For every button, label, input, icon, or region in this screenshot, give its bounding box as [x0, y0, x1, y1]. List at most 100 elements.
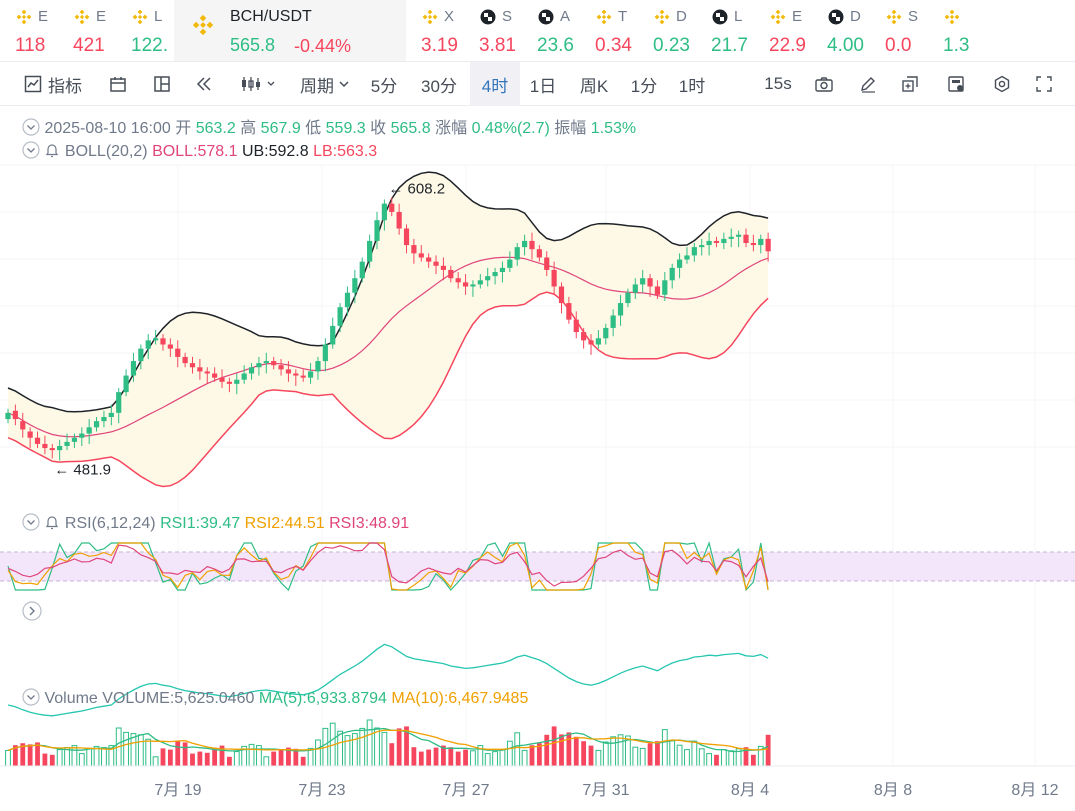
collapse-icon[interactable] — [22, 688, 40, 706]
ticker-item[interactable]: L 21.7 — [696, 0, 754, 61]
volume-bar — [167, 749, 173, 766]
ticker-item[interactable]: D 0.23 — [638, 0, 696, 61]
volume-bar — [42, 753, 48, 766]
ticker-symbol: E — [38, 8, 49, 25]
candle — [20, 421, 26, 430]
settings-button[interactable] — [988, 62, 1016, 106]
min-price-annotation: ← 481.9 — [54, 462, 111, 479]
interval-1m[interactable]: 1分 — [623, 62, 665, 106]
candle — [647, 278, 653, 287]
ticker-symbol: D — [850, 8, 861, 25]
ticker-symbol: L — [154, 8, 163, 25]
binance-logo-icon — [596, 9, 612, 25]
candle — [182, 356, 188, 364]
chevron-right-icon[interactable] — [22, 601, 42, 621]
pair-symbol: BCH/USDT — [230, 8, 312, 25]
calculator-button[interactable] — [942, 62, 970, 106]
rsi3-value: RSI3:48.91 — [329, 515, 410, 532]
boll-legend: BOLL(20,2) BOLL:578.1 UB:592.8 LB:563.3 — [22, 141, 377, 161]
volume-bar — [529, 745, 535, 766]
candle — [684, 255, 690, 260]
ticker-price: 22.9 — [769, 35, 806, 56]
ticker-item[interactable]: L 122. — [116, 0, 174, 61]
interval-label: 1时 — [678, 76, 706, 96]
collapse-icon[interactable] — [22, 141, 40, 159]
ticker-item[interactable]: D 4.00 — [812, 0, 870, 61]
bell-icon[interactable] — [44, 514, 60, 530]
volume-bar — [404, 726, 409, 766]
candle — [581, 332, 587, 341]
ticker-item[interactable]: S 3.81 — [464, 0, 522, 61]
bell-icon[interactable] — [44, 142, 60, 158]
collapse-icon[interactable] — [22, 513, 40, 531]
interval-1d[interactable]: 1日 — [522, 62, 564, 106]
refresh-rate-button[interactable]: 15s — [756, 62, 800, 106]
interval-week[interactable]: 周K — [570, 62, 618, 106]
volume-bar — [20, 743, 26, 766]
interval-4h[interactable]: 4时 — [470, 62, 520, 106]
add-window-button[interactable] — [896, 62, 924, 106]
low-label: 低 — [305, 120, 322, 137]
candle — [248, 367, 255, 374]
layout-button[interactable] — [148, 62, 176, 106]
volume-value: VOLUME:5,625.0460 — [102, 690, 255, 707]
screenshot-button[interactable] — [810, 62, 838, 106]
chart-area[interactable]: ← 608.2 ← 481.9 7月 19 7月 23 7月 27 7月 31 8月 4 8月… — [0, 106, 1075, 811]
candle — [330, 325, 336, 345]
interval-5m[interactable]: 5分 — [364, 62, 404, 106]
candle — [470, 284, 476, 287]
candle — [123, 375, 129, 393]
ticker-item[interactable]: X 3.19 — [406, 0, 464, 61]
ticker-item[interactable]: E 421 — [58, 0, 116, 61]
interval-label: 1日 — [529, 76, 557, 96]
chevron-down-icon — [339, 81, 349, 88]
fullscreen-button[interactable] — [1030, 62, 1058, 106]
ticker-item[interactable]: 1.3 — [928, 0, 986, 61]
boll-mid: BOLL:578.1 — [152, 143, 238, 160]
indicators-button[interactable]: 指标 — [14, 62, 92, 106]
ticker-item[interactable]: E 118 — [0, 0, 58, 61]
ticker-item[interactable]: A 23.6 — [522, 0, 580, 61]
boll-lower-line — [7, 291, 769, 488]
ticker-symbol: L — [734, 8, 743, 25]
chart-canvas[interactable]: ← 608.2 ← 481.9 7月 19 7月 23 7月 27 7月 31 8月 4 8月… — [0, 106, 1075, 811]
draw-button[interactable] — [854, 62, 882, 106]
collapse-icon[interactable] — [22, 118, 40, 136]
candle — [418, 253, 424, 258]
rewind-button[interactable] — [190, 62, 218, 106]
ticker-item[interactable]: T 0.34 — [580, 0, 638, 61]
candle — [728, 236, 734, 239]
candle — [285, 369, 292, 374]
volume-ma10-line — [7, 729, 769, 752]
ticker-item[interactable]: E 22.9 — [754, 0, 812, 61]
volume-bar — [595, 749, 602, 767]
volume-bar — [12, 745, 18, 766]
volume-bar — [426, 749, 432, 766]
rsi-name: RSI(6,12,24) — [64, 515, 156, 532]
candle — [499, 267, 506, 272]
volume-bar — [197, 751, 203, 766]
chart-type-button[interactable] — [234, 62, 282, 106]
binance-logo-icon — [422, 9, 438, 25]
volume-bar — [566, 732, 572, 766]
binance-logo-icon — [74, 9, 90, 25]
close-label: 收 — [370, 120, 387, 137]
volume-bar — [691, 740, 698, 767]
ticker-item[interactable]: S 0.0 — [870, 0, 928, 61]
volume-bar — [35, 742, 40, 766]
volume-bar — [137, 734, 144, 767]
volume-legend: Volume VOLUME:5,625.0460 MA(5):6,933.879… — [22, 688, 528, 708]
volume-name: Volume — [44, 690, 98, 707]
candle — [27, 431, 33, 438]
volume-bar — [263, 756, 270, 767]
period-dropdown[interactable]: 周期 — [294, 62, 356, 106]
gear-icon — [994, 75, 1010, 93]
candle-style-button[interactable] — [104, 62, 132, 106]
time-axis-label: 7月 23 — [298, 782, 345, 799]
volume-bar — [728, 750, 735, 767]
high-label: 高 — [240, 120, 257, 137]
active-pair-tab[interactable]: BCH/USDT 565.8 -0.44% — [174, 0, 406, 61]
indicator-pane-toggle[interactable] — [22, 601, 42, 626]
interval-30m[interactable]: 30分 — [413, 62, 465, 106]
interval-1h[interactable]: 1时 — [670, 62, 714, 106]
